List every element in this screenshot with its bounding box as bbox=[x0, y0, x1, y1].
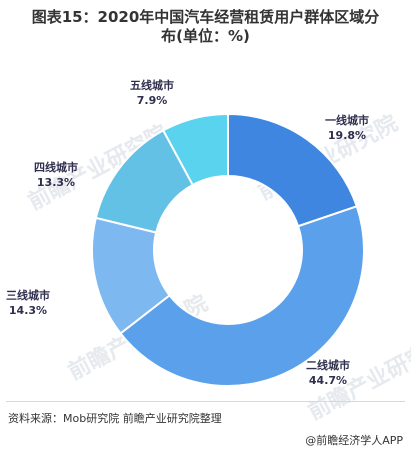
slice-tier5 bbox=[161, 112, 229, 187]
label-tier4-name: 四线城市 bbox=[34, 161, 78, 174]
label-tier1: 一线城市 19.8% bbox=[325, 113, 369, 143]
credit-note: @前瞻经济学人APP bbox=[305, 434, 403, 447]
chart-title-line1: 图表15：2020年中国汽车经营租赁用户群体区域分 bbox=[31, 8, 380, 26]
label-tier3-name: 三线城市 bbox=[6, 289, 50, 302]
label-tier2: 二线城市 44.7% bbox=[306, 358, 350, 388]
slice-tier2 bbox=[119, 205, 365, 387]
label-tier4: 四线城市 13.3% bbox=[34, 160, 78, 190]
label-tier5-value: 7.9% bbox=[136, 94, 168, 107]
chart-title: 图表15：2020年中国汽车经营租赁用户群体区域分 布(单位：%) bbox=[8, 8, 403, 46]
chart-title-line2: 布(单位：%) bbox=[161, 27, 250, 45]
label-tier5-name: 五线城市 bbox=[130, 79, 174, 92]
label-tier3: 三线城市 14.3% bbox=[6, 288, 50, 318]
label-tier5: 五线城市 7.9% bbox=[130, 78, 174, 108]
footer-divider bbox=[6, 401, 405, 402]
label-tier2-name: 二线城市 bbox=[306, 359, 350, 372]
label-tier1-name: 一线城市 bbox=[325, 114, 369, 127]
source-note: 资料来源：Mob研究院 前瞻产业研究院整理 bbox=[8, 412, 222, 425]
label-tier1-value: 19.8% bbox=[327, 129, 367, 142]
label-tier3-value: 14.3% bbox=[8, 304, 48, 317]
label-tier2-value: 44.7% bbox=[308, 374, 348, 387]
label-tier4-value: 13.3% bbox=[36, 176, 76, 189]
slice-tier1 bbox=[227, 112, 359, 228]
